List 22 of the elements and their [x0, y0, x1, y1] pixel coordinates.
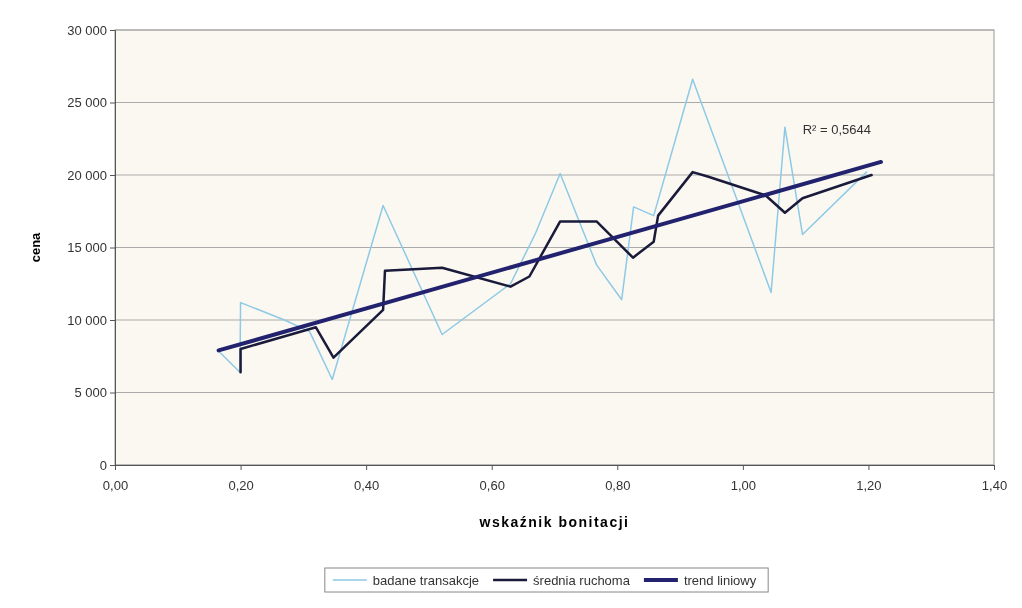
x-tick-label: 0,00	[102, 477, 129, 493]
y-tick-label: 10 000	[67, 312, 107, 328]
x-tick-label: 0,20	[228, 477, 254, 493]
line-series	[239, 170, 873, 374]
y-tick-label: 0	[99, 457, 107, 473]
x-axis-title: wskaźnik bonitacji	[478, 514, 630, 530]
y-tick-label: 30 000	[67, 22, 107, 38]
y-axis-title: cena	[28, 231, 43, 263]
x-tick-label: 0,40	[353, 477, 380, 493]
annotation: R² = 0,5644	[802, 121, 871, 137]
y-tick-label: 25 000	[67, 95, 107, 111]
x-tick-label: 1,40	[981, 477, 1008, 493]
x-tick-label: 0,60	[479, 477, 505, 493]
legend-label: trend liniowy	[683, 573, 757, 588]
y-tick-label: 20 000	[67, 167, 107, 183]
y-tick-label: 15 000	[67, 240, 107, 256]
x-tick-label: 1,00	[730, 477, 757, 493]
legend-label: badane transakcje	[372, 573, 480, 588]
x-tick-label: 1,20	[856, 477, 882, 493]
y-tick-label: 5 000	[74, 385, 107, 401]
legend-label: średnia ruchoma	[533, 573, 631, 588]
x-tick-label: 0,80	[605, 477, 631, 493]
